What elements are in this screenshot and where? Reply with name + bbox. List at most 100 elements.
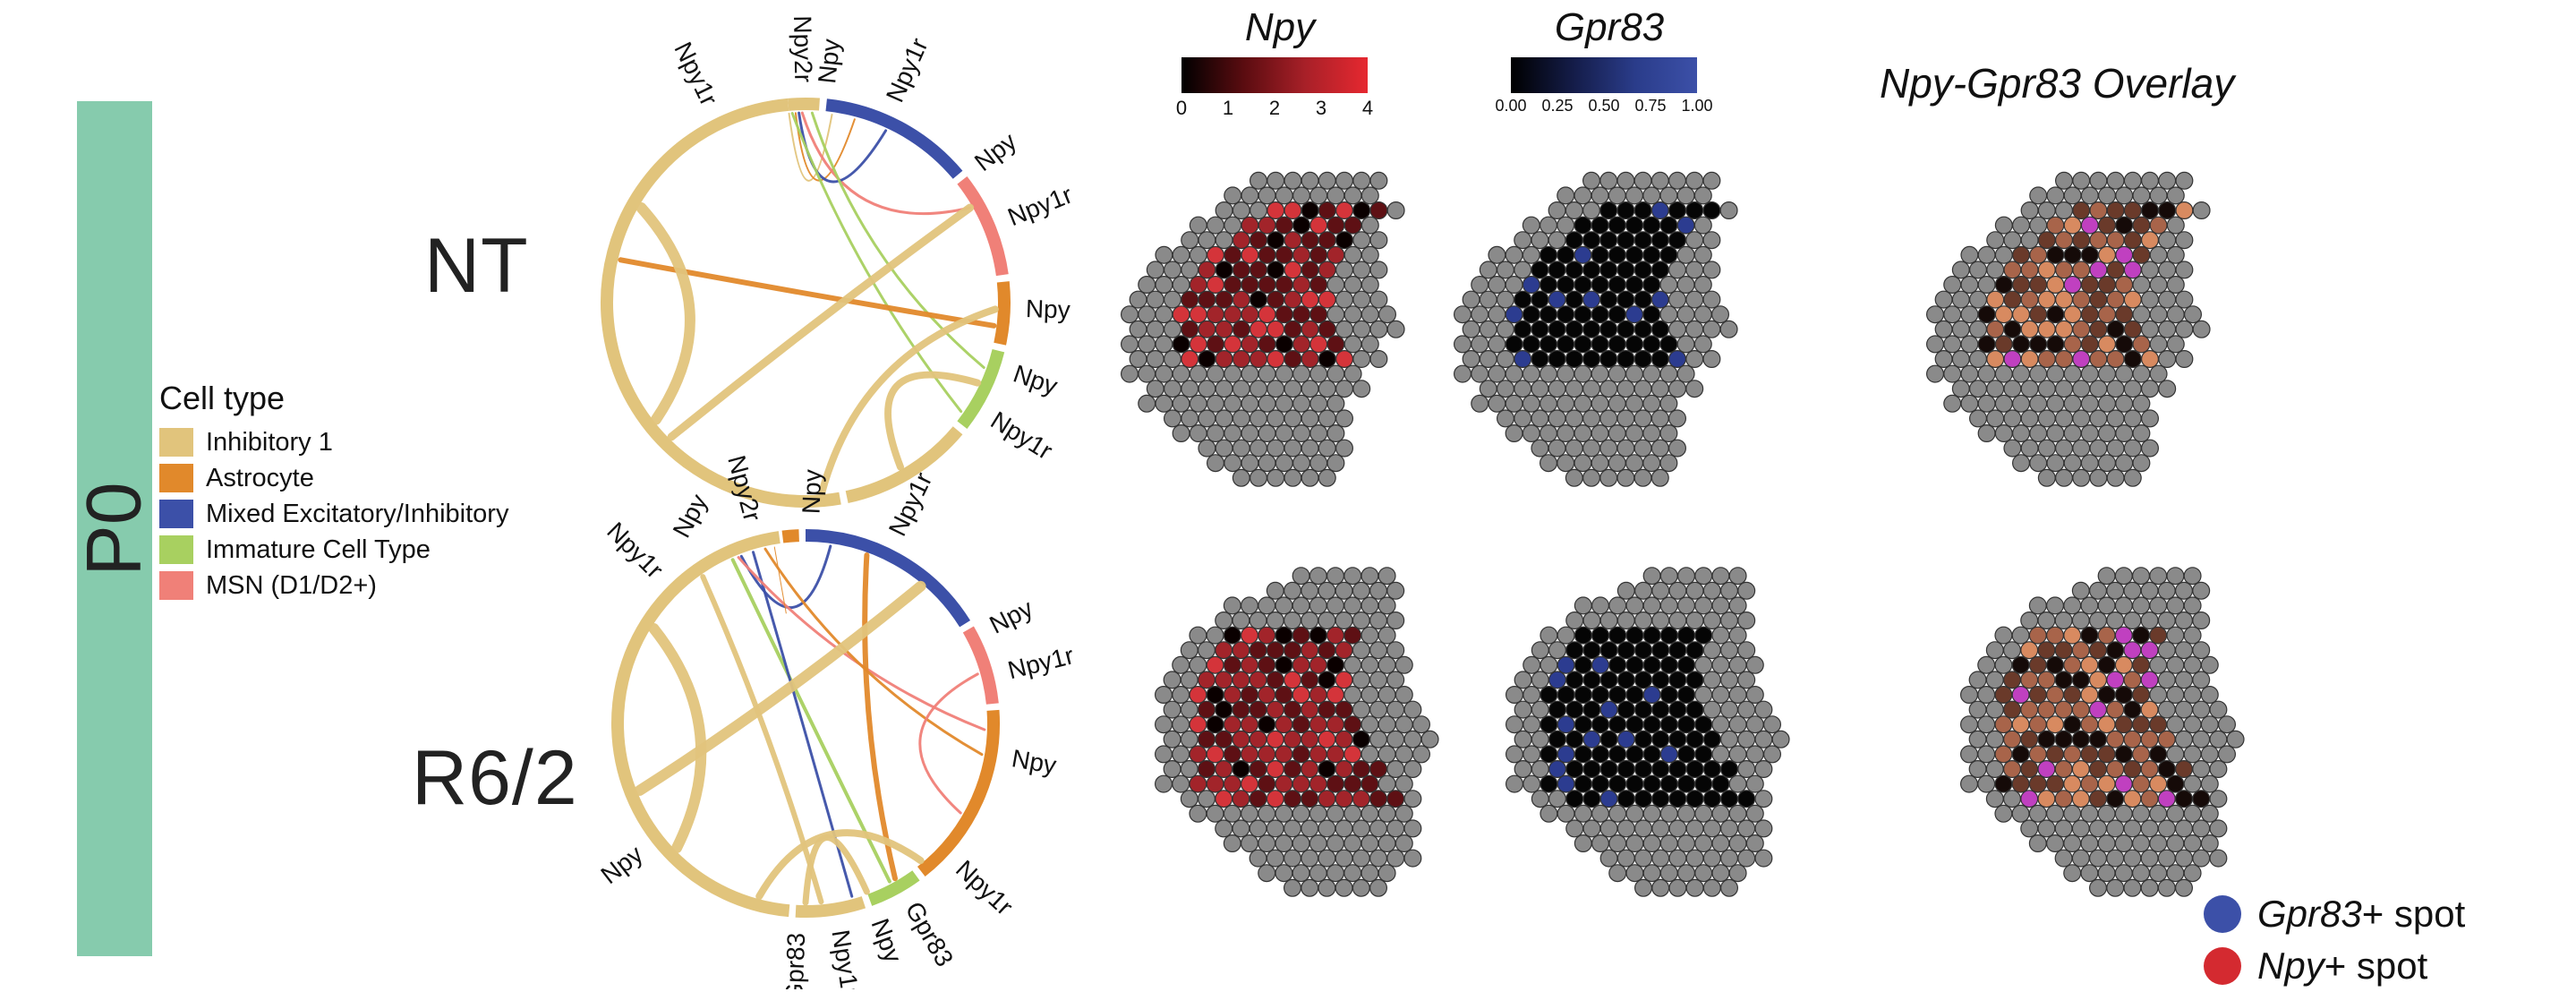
gpr83-spot	[1694, 715, 1713, 734]
overlay-spot	[2089, 468, 2108, 487]
overlay-spot	[2037, 790, 2056, 808]
overlay-spot	[1951, 290, 1970, 309]
overlay-spot	[2054, 671, 2073, 689]
gpr83-spot	[1557, 186, 1575, 205]
overlay-spot	[2192, 581, 2211, 600]
gpr83-spot	[1642, 424, 1661, 443]
gpr83-spot	[1591, 626, 1609, 645]
npy-spot	[1343, 745, 1362, 764]
gpr83-spot	[1599, 350, 1618, 369]
gpr83-spot	[1557, 655, 1575, 674]
gpr83-spot	[1668, 819, 1687, 838]
npy-spot	[1198, 261, 1216, 279]
overlay-spot	[2046, 305, 2065, 324]
npy-spot	[1326, 424, 1345, 443]
gpr83-spot	[1702, 201, 1721, 220]
gpr83-spot	[1659, 567, 1678, 586]
npy-spot	[1172, 364, 1190, 383]
gpr83-spot	[1591, 424, 1609, 443]
overlay-spot	[1977, 685, 1996, 704]
overlay-spot	[2080, 685, 2099, 704]
overlay-spot	[2020, 641, 2039, 660]
gpr83-spot	[1574, 305, 1592, 324]
legend-swatch	[159, 571, 193, 600]
npy-spot	[1249, 290, 1267, 309]
overlay-spot	[2046, 745, 2065, 764]
npy-spot	[1335, 581, 1353, 600]
overlay-spot	[1960, 364, 1979, 383]
npy-spot	[1275, 454, 1293, 473]
npy-spot	[1301, 231, 1319, 250]
npy-spot	[1326, 715, 1344, 734]
overlay-spot	[1934, 320, 1953, 338]
gpr83-spot	[1582, 468, 1600, 487]
gpr83-spot	[1711, 715, 1730, 734]
npy-spot	[1206, 774, 1224, 793]
gpr83-spot	[1702, 730, 1721, 748]
gpr83-spot	[1548, 320, 1566, 338]
npy-spot	[1232, 819, 1250, 838]
gpr83-spot	[1514, 320, 1532, 338]
npy-spot	[1198, 350, 1216, 369]
npy-spot	[1240, 715, 1258, 734]
overlay-spot	[2123, 290, 2142, 309]
overlay-spot	[2183, 864, 2202, 883]
overlay-spot	[2175, 290, 2194, 309]
overlay-spot	[2209, 700, 2228, 719]
chord-gene-label: Npy	[596, 840, 648, 889]
chord-link	[810, 111, 985, 370]
npy-spot	[1138, 335, 1156, 354]
overlay-spot	[1985, 700, 2004, 719]
gpr83-spot	[1719, 581, 1738, 600]
npy-spot	[1386, 320, 1405, 338]
gpr83-spot	[1771, 730, 1790, 748]
npy-spot	[1361, 626, 1379, 645]
npy-spot	[1301, 350, 1319, 369]
npy-spot	[1120, 335, 1139, 354]
overlay-spot	[2166, 745, 2185, 764]
overlay-spot	[2114, 655, 2133, 674]
gpr83-spot	[1565, 819, 1584, 838]
npy-spot	[1189, 774, 1207, 793]
npy-spot	[1241, 394, 1259, 413]
overlay-spot	[2132, 626, 2151, 645]
gpr83-spot	[1514, 700, 1532, 719]
gpr83-spot	[1574, 186, 1592, 205]
overlay-spot	[2028, 715, 2047, 734]
overlay-spot	[2046, 715, 2065, 734]
npy-spot	[1309, 774, 1327, 793]
npy-spot	[1241, 276, 1259, 295]
npy-spot	[1275, 335, 1293, 354]
npy-spot	[1318, 730, 1336, 748]
overlay-spot	[2037, 439, 2056, 458]
npy-spot	[1395, 655, 1413, 674]
gpr83-spot	[1676, 626, 1695, 645]
gpr83-spot	[1471, 364, 1489, 383]
overlay-spot	[2123, 350, 2142, 369]
gpr83-spot	[1531, 641, 1549, 660]
npy-spot	[1318, 320, 1336, 338]
overlay-spot	[2080, 305, 2099, 324]
overlay-spot	[2072, 439, 2091, 458]
npy-spot	[1138, 364, 1156, 383]
gpr83-spot	[1599, 700, 1618, 719]
gpr83-spot	[1651, 201, 1669, 220]
npy-spot	[1301, 320, 1319, 338]
spot-legend-gene: Gpr83	[2257, 893, 2362, 935]
npy-spot	[1224, 454, 1242, 473]
chord-gene-label: Gpr83	[900, 897, 959, 971]
overlay-spot	[2149, 745, 2168, 764]
overlay-spot	[2149, 245, 2168, 264]
overlay-spot	[1977, 364, 1996, 383]
gpr83-spot	[1694, 774, 1713, 793]
npy-spot	[1361, 305, 1379, 324]
npy-spot	[1138, 394, 1156, 413]
npy-spot	[1369, 261, 1388, 279]
gpr83-spot	[1591, 364, 1609, 383]
gpr83-spot	[1694, 567, 1713, 586]
overlay-spot	[1986, 380, 2005, 398]
npy-spot	[1292, 774, 1310, 793]
overlay-spot	[2175, 350, 2194, 369]
chord-gene-label: Npy	[985, 594, 1037, 638]
npy-spot	[1284, 409, 1302, 428]
